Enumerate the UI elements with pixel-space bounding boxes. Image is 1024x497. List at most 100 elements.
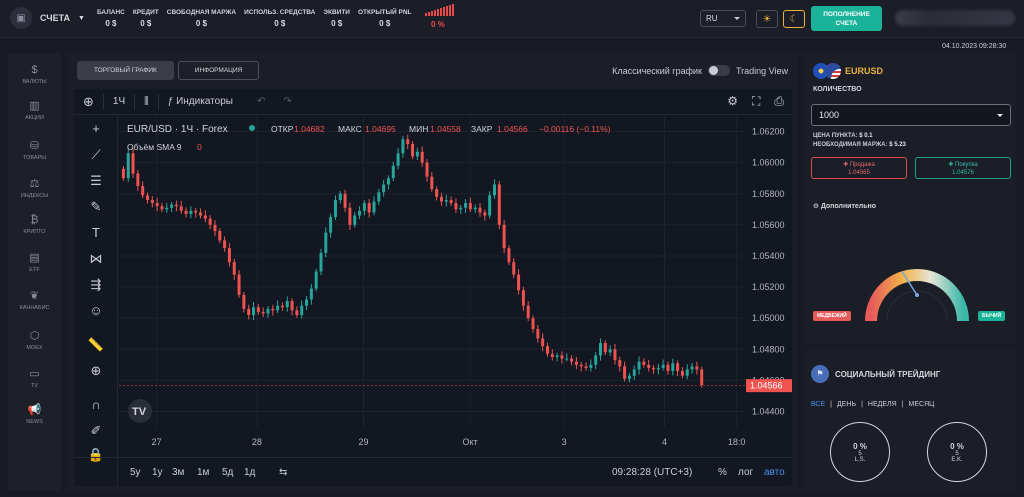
candle bbox=[627, 372, 631, 383]
sidebar-item-indices[interactable]: ⚖ ИНДЕКСЫ bbox=[20, 178, 49, 199]
candle bbox=[319, 248, 323, 276]
candle-body bbox=[541, 338, 545, 347]
sidebar-item-etf[interactable]: ▤ ETF bbox=[29, 252, 40, 273]
candle-body bbox=[550, 353, 554, 358]
candle bbox=[247, 304, 251, 320]
interval-button[interactable]: 1Ч bbox=[104, 93, 136, 110]
gauge-needle bbox=[901, 270, 918, 296]
range-5d[interactable]: 5д bbox=[222, 467, 234, 478]
range-3m[interactable]: 3м bbox=[172, 467, 185, 478]
add-symbol-icon[interactable]: ⊕ bbox=[74, 93, 104, 110]
settings-gear-icon[interactable]: ⚙ bbox=[727, 94, 738, 108]
candle-type-icon[interactable]: ⫼ bbox=[135, 93, 159, 110]
candle-body bbox=[502, 224, 506, 249]
classic-chart-label[interactable]: Классический график bbox=[612, 65, 702, 76]
price-plot[interactable]: 1.06200 1.06000 1.05800 1.05600 1.05400 1.052… bbox=[119, 116, 792, 457]
candle bbox=[671, 358, 675, 376]
user-profile[interactable] bbox=[895, 10, 1015, 26]
sidebar-item-stocks[interactable]: ▥ АКЦИИ bbox=[25, 100, 44, 121]
tradingview-logo[interactable]: TV bbox=[128, 399, 152, 423]
trend-line-icon[interactable]: ⟋ bbox=[91, 147, 101, 162]
candle-body bbox=[280, 305, 284, 308]
fib-icon[interactable]: ☰ bbox=[90, 173, 102, 188]
candle-body bbox=[396, 153, 400, 166]
sidebar-item-currencies[interactable]: $ ВАЛЮТЫ bbox=[22, 64, 47, 85]
tradingview-label[interactable]: Trading View bbox=[735, 65, 788, 76]
chart-mode-switch: Классический график Trading View bbox=[612, 65, 788, 76]
range-1d[interactable]: 1д bbox=[244, 467, 256, 478]
text-icon[interactable]: T bbox=[92, 225, 100, 240]
candle bbox=[199, 208, 203, 219]
candle-body bbox=[136, 173, 140, 186]
candle-body bbox=[700, 369, 704, 386]
log-scale-button[interactable]: лог bbox=[738, 467, 754, 478]
candle-body bbox=[435, 189, 439, 197]
dark-theme-button[interactable]: ☾ bbox=[783, 10, 805, 28]
sidebar-item-crypto[interactable]: ₿ КРИПТО bbox=[23, 214, 46, 235]
indicators-button[interactable]: ƒ Индикаторы bbox=[167, 95, 233, 107]
tab-month[interactable]: МЕСЯЦ bbox=[908, 401, 935, 408]
lock-icon[interactable]: 🔒 bbox=[87, 447, 105, 462]
magnet-icon[interactable]: ∩ bbox=[91, 397, 101, 412]
candle-body bbox=[218, 231, 222, 241]
candle-body bbox=[637, 361, 641, 370]
percent-scale-button[interactable]: % bbox=[718, 467, 727, 478]
sidebar-item-cannabis[interactable]: ❦ КАННАБИС bbox=[19, 290, 50, 311]
candle bbox=[401, 135, 405, 158]
deposit-button[interactable]: ПОПОЛНЕНИЕ СЧЕТА bbox=[811, 6, 882, 31]
sell-button[interactable]: ✚ Продажа 1.04565 bbox=[811, 157, 907, 179]
candle-body bbox=[492, 184, 496, 196]
candle-body bbox=[309, 288, 313, 300]
candle-body bbox=[680, 371, 684, 376]
camera-icon[interactable]: ⎙ bbox=[774, 94, 784, 108]
range-1y[interactable]: 1y bbox=[152, 467, 163, 478]
x-tick-label: 29 bbox=[359, 437, 369, 447]
range-1m[interactable]: 1м bbox=[197, 467, 210, 478]
candle bbox=[252, 301, 256, 321]
sidebar-item-moex[interactable]: ⬡ MOEX bbox=[26, 330, 43, 351]
candle bbox=[146, 192, 149, 204]
stat-open-pnl: ОТКРЫТЫЙ PNL 0 $ bbox=[357, 9, 412, 28]
tab-all[interactable]: ВСЕ bbox=[811, 401, 826, 408]
zoom-in-icon[interactable]: ⊕ bbox=[90, 363, 102, 378]
auto-scale-button[interactable]: авто bbox=[764, 467, 785, 478]
candle-body bbox=[324, 232, 328, 253]
trader-card-ek[interactable]: 0 % 5 E.K. bbox=[927, 422, 987, 482]
emoji-icon[interactable]: ☺ bbox=[89, 303, 103, 318]
fullscreen-icon[interactable]: ⛶ bbox=[751, 94, 761, 108]
language-select[interactable]: RU bbox=[700, 10, 746, 27]
accounts-dropdown[interactable]: ▣ СЧЕТА ▼ bbox=[10, 7, 85, 29]
lock-drawing-icon[interactable]: ✐ bbox=[90, 423, 102, 438]
light-theme-button[interactable]: ☀ bbox=[756, 10, 778, 28]
brush-icon[interactable]: ✎ bbox=[90, 199, 102, 214]
additional-section[interactable]: ⊖ Дополнительно bbox=[813, 203, 877, 210]
candle bbox=[603, 340, 607, 356]
candle bbox=[468, 197, 472, 213]
tab-day[interactable]: ДЕНЬ bbox=[837, 401, 857, 408]
sidebar-item-commodities[interactable]: ⛁ ТОВАРЫ bbox=[22, 140, 47, 161]
candle bbox=[406, 134, 410, 150]
chart-mode-toggle[interactable] bbox=[707, 65, 730, 76]
prediction-icon[interactable]: ⇶ bbox=[90, 277, 102, 292]
candle-body bbox=[199, 212, 203, 216]
sidebar-item-tv[interactable]: ▭ TV bbox=[29, 368, 40, 389]
tab-week[interactable]: НЕДЕЛЯ bbox=[867, 401, 897, 408]
quantity-select[interactable]: 1000 bbox=[811, 104, 1011, 126]
ruler-icon[interactable]: 📏 bbox=[87, 337, 105, 352]
candle-body bbox=[613, 349, 617, 361]
redo-icon[interactable]: ↷ bbox=[283, 95, 292, 107]
trader-card-ls[interactable]: 0 % 5 L.S. bbox=[830, 422, 890, 482]
date-range-icon[interactable]: ⇆ bbox=[279, 467, 288, 478]
server-datetime: 04.10.2023 09:28:30 bbox=[942, 43, 1007, 50]
tab-information[interactable]: ИНФОРМАЦИЯ bbox=[177, 61, 260, 80]
buy-button[interactable]: ✚ Покупка 1.04576 bbox=[915, 157, 1011, 179]
tab-trading-chart[interactable]: ТОРГОВЫЙ ГРАФИК bbox=[77, 61, 174, 80]
crosshair-icon[interactable]: + bbox=[92, 121, 100, 136]
candle bbox=[647, 360, 651, 372]
undo-icon[interactable]: ↶ bbox=[256, 95, 266, 107]
candle bbox=[685, 364, 689, 380]
sidebar-item-news[interactable]: 📢 NEWS bbox=[26, 404, 43, 425]
candle-body bbox=[227, 248, 231, 263]
range-5y[interactable]: 5y bbox=[130, 467, 141, 478]
pattern-icon[interactable]: ⋈ bbox=[89, 251, 103, 266]
